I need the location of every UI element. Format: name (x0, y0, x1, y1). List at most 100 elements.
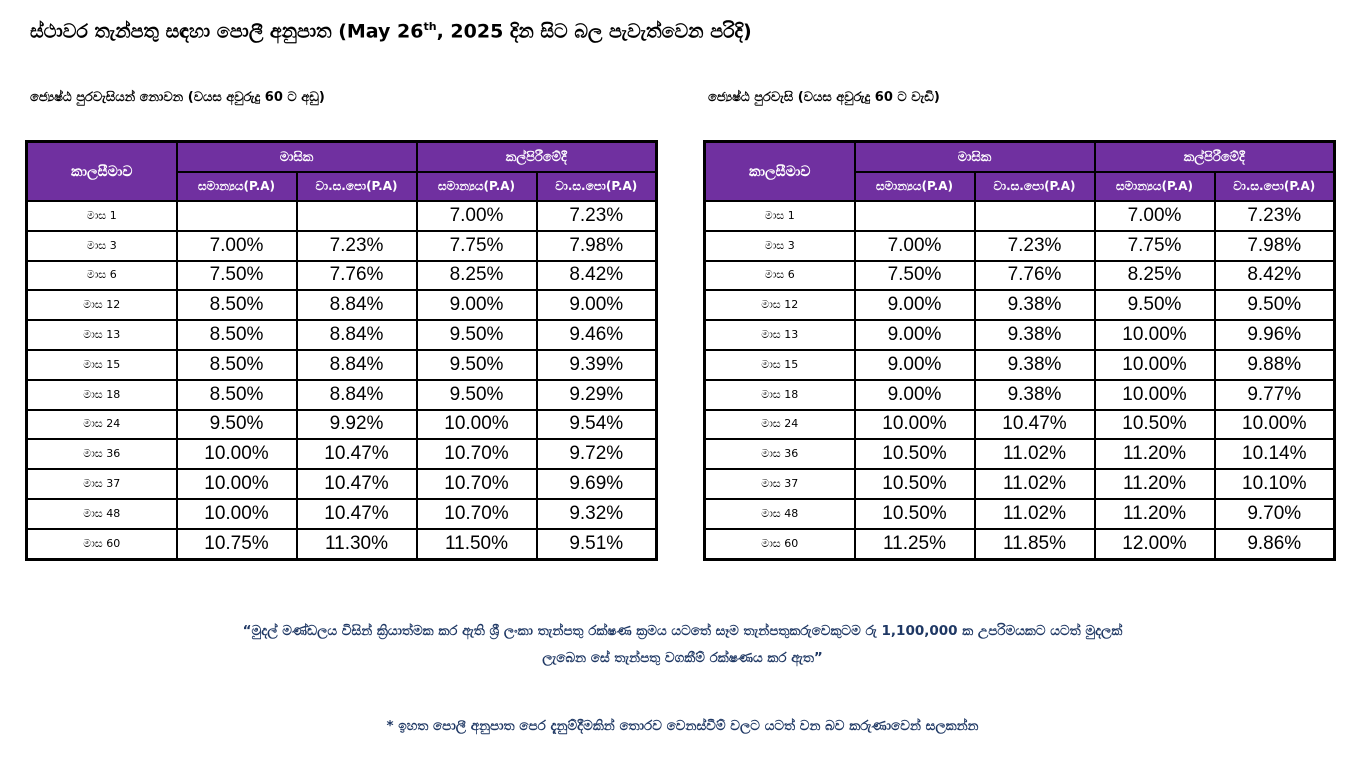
term-cell: මාස 12 (25, 289, 178, 322)
monthly-aer-rate: 11.02% (973, 468, 1096, 500)
monthly-normal-rate: 9.00% (853, 378, 976, 411)
term-cell: මාස 3 (703, 229, 856, 262)
monthly-normal-rate: 10.00% (175, 438, 298, 471)
monthly-aer-header: වා.ස.පො(P.A) (973, 171, 1096, 202)
maturity-aer-rate: 9.86% (1213, 527, 1336, 561)
maturity-normal-header: සමාන්‍යය(P.A) (1093, 171, 1216, 202)
monthly-header: මාසික (853, 140, 1096, 173)
maturity-aer-rate: 8.42% (1213, 259, 1336, 292)
monthly-normal-rate: 7.50% (853, 259, 976, 292)
maturity-aer-rate: 9.39% (535, 348, 658, 381)
monthly-aer-rate: 7.76% (295, 259, 418, 292)
maturity-header: කල්පිරීමේදී (415, 140, 658, 173)
maturity-normal-rate: 9.00% (415, 289, 538, 322)
senior-rates-table: කාලසීමාව මාසික කල්පිරීමේදී සමාන්‍යය(P.A)… (703, 140, 1337, 561)
maturity-aer-rate: 9.29% (535, 378, 658, 411)
table-row: මාස 48 10.00% 10.47% 10.70% 9.32% (25, 497, 658, 530)
table-row: මාස 12 8.50% 8.84% 9.00% 9.00% (25, 289, 658, 322)
table-row: මාස 60 10.75% 11.30% 11.50% 9.51% (25, 527, 658, 561)
monthly-normal-header: සමාන්‍යය(P.A) (175, 171, 298, 202)
maturity-normal-rate: 7.00% (415, 200, 538, 232)
term-cell: මාස 12 (703, 289, 856, 322)
monthly-aer-rate: 9.38% (973, 289, 1096, 322)
monthly-aer-rate: 11.85% (973, 527, 1096, 561)
maturity-aer-rate: 9.32% (535, 497, 658, 530)
maturity-aer-rate: 9.96% (1213, 319, 1336, 351)
maturity-aer-rate: 10.10% (1213, 468, 1336, 500)
monthly-normal-rate: 10.50% (853, 468, 976, 500)
monthly-normal-rate (175, 200, 298, 232)
maturity-normal-rate: 7.75% (1093, 229, 1216, 262)
non-senior-rates-table: කාලසීමාව මාසික කල්පිරීමේදී සමාන්‍යය(P.A)… (25, 140, 659, 561)
maturity-normal-rate: 9.50% (415, 319, 538, 351)
term-cell: මාස 18 (703, 378, 856, 411)
term-cell: මාස 15 (703, 348, 856, 381)
table-row: මාස 36 10.50% 11.02% 11.20% 10.14% (703, 438, 1336, 471)
table-row: මාස 3 7.00% 7.23% 7.75% 7.98% (703, 229, 1336, 262)
term-cell: මාස 24 (703, 408, 856, 441)
maturity-normal-rate: 11.20% (1093, 438, 1216, 471)
maturity-normal-rate: 9.50% (415, 378, 538, 411)
monthly-aer-rate: 11.30% (295, 527, 418, 561)
monthly-normal-rate: 9.00% (853, 289, 976, 322)
non-senior-heading: ජ්‍යෙෂ්ඨ පුරවැසියන් නොවන (වයස අවුරුදු 60… (30, 90, 325, 105)
maturity-normal-rate: 11.20% (1093, 497, 1216, 530)
monthly-aer-rate: 10.47% (973, 408, 1096, 441)
title-main: ස්ථාවර තැන්පතු සඳහා පොලී අනුපාත (May 26 (30, 20, 424, 43)
table-row: මාස 60 11.25% 11.85% 12.00% 9.86% (703, 527, 1336, 561)
maturity-aer-rate: 7.98% (1213, 229, 1336, 262)
table-row: මාස 18 8.50% 8.84% 9.50% 9.29% (25, 378, 658, 411)
maturity-aer-rate: 9.50% (1213, 289, 1336, 322)
table-row: මාස 13 8.50% 8.84% 9.50% 9.46% (25, 319, 658, 351)
monthly-normal-rate: 11.25% (853, 527, 976, 561)
maturity-aer-rate: 7.98% (535, 229, 658, 262)
monthly-normal-rate: 10.00% (175, 497, 298, 530)
table-row: මාස 24 10.00% 10.47% 10.50% 10.00% (703, 408, 1336, 441)
table-row: මාස 48 10.50% 11.02% 11.20% 9.70% (703, 497, 1336, 530)
monthly-aer-rate: 7.23% (973, 229, 1096, 262)
maturity-normal-rate: 7.75% (415, 229, 538, 262)
maturity-aer-rate: 9.46% (535, 319, 658, 351)
monthly-aer-rate: 11.02% (973, 438, 1096, 471)
maturity-aer-rate: 9.70% (1213, 497, 1336, 530)
maturity-normal-rate: 8.25% (1093, 259, 1216, 292)
monthly-aer-header: වා.ස.පො(P.A) (295, 171, 418, 202)
term-cell: මාස 36 (25, 438, 178, 471)
term-cell: මාස 48 (703, 497, 856, 530)
maturity-normal-rate: 12.00% (1093, 527, 1216, 561)
term-cell: මාස 1 (25, 200, 178, 232)
monthly-aer-rate: 7.23% (295, 229, 418, 262)
maturity-aer-rate: 8.42% (535, 259, 658, 292)
maturity-aer-rate: 9.00% (535, 289, 658, 322)
monthly-aer-rate: 9.38% (973, 348, 1096, 381)
monthly-normal-rate: 7.00% (175, 229, 298, 262)
maturity-header: කල්පිරීමේදී (1093, 140, 1336, 173)
period-header: කාලසීමාව (25, 140, 178, 202)
monthly-aer-rate: 9.92% (295, 408, 418, 441)
title-rest: , 2025 දින සිට බල පැවැත්වෙන පරිදි) (436, 20, 752, 43)
senior-heading: ජ්‍යෙෂ්ඨ පුරවැසි (වයස අවුරුදු 60 ට වැඩි) (708, 90, 940, 105)
period-header: කාලසීමාව (703, 140, 856, 202)
maturity-aer-header: වා.ස.පො(P.A) (1213, 171, 1336, 202)
table-row: මාස 6 7.50% 7.76% 8.25% 8.42% (703, 259, 1336, 292)
monthly-aer-rate: 8.84% (295, 378, 418, 411)
maturity-normal-rate: 10.70% (415, 438, 538, 471)
page-title: ස්ථාවර තැන්පතු සඳහා පොලී අනුපාත (May 26t… (30, 20, 752, 42)
monthly-normal-rate: 7.00% (853, 229, 976, 262)
term-cell: මාස 18 (25, 378, 178, 411)
monthly-aer-rate: 10.47% (295, 468, 418, 500)
monthly-normal-rate: 10.00% (175, 468, 298, 500)
monthly-normal-rate (853, 200, 976, 232)
term-cell: මාස 48 (25, 497, 178, 530)
table-row: මාස 15 9.00% 9.38% 10.00% 9.88% (703, 348, 1336, 381)
term-cell: මාස 3 (25, 229, 178, 262)
table-row: මාස 3 7.00% 7.23% 7.75% 7.98% (25, 229, 658, 262)
maturity-normal-rate: 10.00% (1093, 378, 1216, 411)
table-row: මාස 18 9.00% 9.38% 10.00% 9.77% (703, 378, 1336, 411)
maturity-normal-rate: 8.25% (415, 259, 538, 292)
monthly-normal-rate: 9.00% (853, 348, 976, 381)
maturity-normal-rate: 9.50% (1093, 289, 1216, 322)
term-cell: මාස 36 (703, 438, 856, 471)
term-cell: මාස 24 (25, 408, 178, 441)
monthly-aer-rate: 9.38% (973, 378, 1096, 411)
